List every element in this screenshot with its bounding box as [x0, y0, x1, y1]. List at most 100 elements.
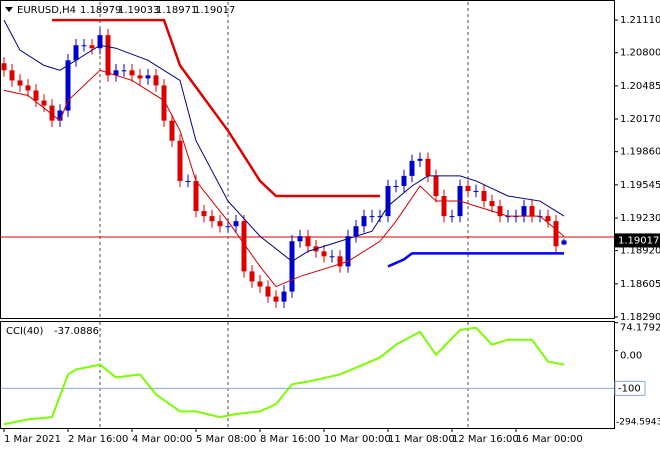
candle-body [257, 281, 263, 287]
candle-body [249, 271, 255, 282]
candle-body [337, 256, 343, 267]
y-tick-label: 74.1792 [620, 323, 660, 334]
candle-body [233, 221, 239, 227]
min-label: -294.5943 [616, 418, 660, 428]
candle-body [105, 35, 111, 76]
candle-body [161, 85, 167, 121]
x-tick-label: 1 Mar 2021 [4, 434, 61, 445]
candle-body [497, 206, 503, 217]
candle-body [417, 158, 423, 161]
candle-body [265, 286, 271, 297]
y-tick-label: 1.19230 [620, 213, 660, 224]
candle-body [465, 186, 471, 191]
candle-body [377, 216, 383, 218]
indicator-line [52, 18, 380, 198]
y-tick-label: 1.18290 [620, 312, 660, 323]
y-tick-label: 1.18605 [620, 279, 660, 290]
candle-body [369, 216, 375, 218]
candle-body [201, 211, 207, 217]
indicator-line [387, 252, 564, 268]
candle-body [41, 100, 47, 106]
price-label-bg [615, 233, 660, 248]
collapse-arrow[interactable] [5, 7, 13, 12]
main-panel [0, 0, 615, 319]
candle-body [153, 75, 159, 86]
indicator-line [3, 69, 565, 288]
symbol: EURUSD,H4 [17, 5, 76, 16]
candle-body [49, 105, 55, 121]
candle-body [353, 226, 359, 237]
candle-body [281, 291, 287, 302]
y-tick-label: 1.20485 [620, 81, 660, 92]
candle-body [561, 240, 567, 245]
candle-body [89, 45, 95, 49]
cci-panel [0, 321, 615, 429]
candle-body [65, 60, 71, 111]
candle-body [169, 120, 175, 141]
candle-body [273, 296, 279, 302]
x-tick-label: 8 Mar 16:00 [260, 434, 320, 445]
low: 1.18971 [156, 5, 197, 16]
y-tick-label: 1.19860 [620, 147, 660, 158]
y-tick-label: 1.19545 [620, 180, 660, 191]
x-tick-label: 11 Mar 08:00 [388, 434, 455, 445]
candle-body [305, 236, 311, 247]
candle-body [225, 226, 231, 228]
candle-body [113, 70, 119, 76]
candle-body [473, 190, 479, 192]
candle-body [1, 63, 7, 71]
candle-body [121, 70, 127, 72]
candle-body [329, 256, 335, 258]
candle-body [33, 90, 39, 101]
x-tick-label: 5 Mar 08:00 [196, 434, 256, 445]
y-tick-label: 1.20170 [620, 114, 660, 125]
candle-body [297, 236, 303, 242]
candle-body [409, 160, 415, 176]
y-tick-label: 1.20800 [620, 48, 660, 59]
candle-body [401, 175, 407, 186]
close: 1.19017 [194, 5, 235, 16]
candle-body [17, 80, 23, 86]
candle-body [289, 241, 295, 292]
candle-body [97, 35, 103, 49]
candle-body [217, 221, 223, 227]
candle-body [57, 110, 63, 121]
candle-body [345, 236, 351, 267]
price-label: 1.19017 [618, 235, 659, 246]
candle-body [433, 175, 439, 196]
y-tick-label: 0.00 [620, 351, 642, 362]
candle-body [193, 180, 199, 212]
candle-body [9, 70, 15, 81]
x-tick-label: 12 Mar 16:00 [452, 434, 519, 445]
candle-body [425, 158, 431, 176]
x-tick-label: 16 Mar 00:00 [516, 434, 583, 445]
candle-body [393, 186, 399, 187]
cci-value: -37.0886 [54, 326, 99, 337]
level-label: -100 [618, 383, 641, 394]
cci-title: CCI(40) [6, 326, 44, 337]
indicator-line [3, 326, 565, 426]
y-tick-label: 1.18920 [620, 246, 660, 257]
candle-body [529, 206, 535, 217]
candle-body [73, 45, 79, 61]
x-tick-label: 2 Mar 16:00 [68, 434, 128, 445]
candle-body [489, 201, 495, 207]
indicator-line [3, 19, 565, 262]
candle-body [241, 221, 247, 272]
candle-body [321, 251, 327, 257]
candle-body [137, 75, 143, 79]
x-tick-label: 10 Mar 00:00 [324, 434, 391, 445]
candle-body [81, 45, 87, 47]
high: 1.19033 [118, 5, 159, 16]
candle-body [441, 196, 447, 217]
candle-body [129, 70, 135, 76]
candle-body [185, 180, 191, 182]
candle-body [361, 216, 367, 227]
candle-body [209, 216, 215, 222]
candle-body [449, 216, 455, 218]
candle-body [177, 140, 183, 181]
candle-body [385, 186, 391, 217]
level-label-bg [614, 380, 646, 396]
candle-body [145, 75, 151, 79]
